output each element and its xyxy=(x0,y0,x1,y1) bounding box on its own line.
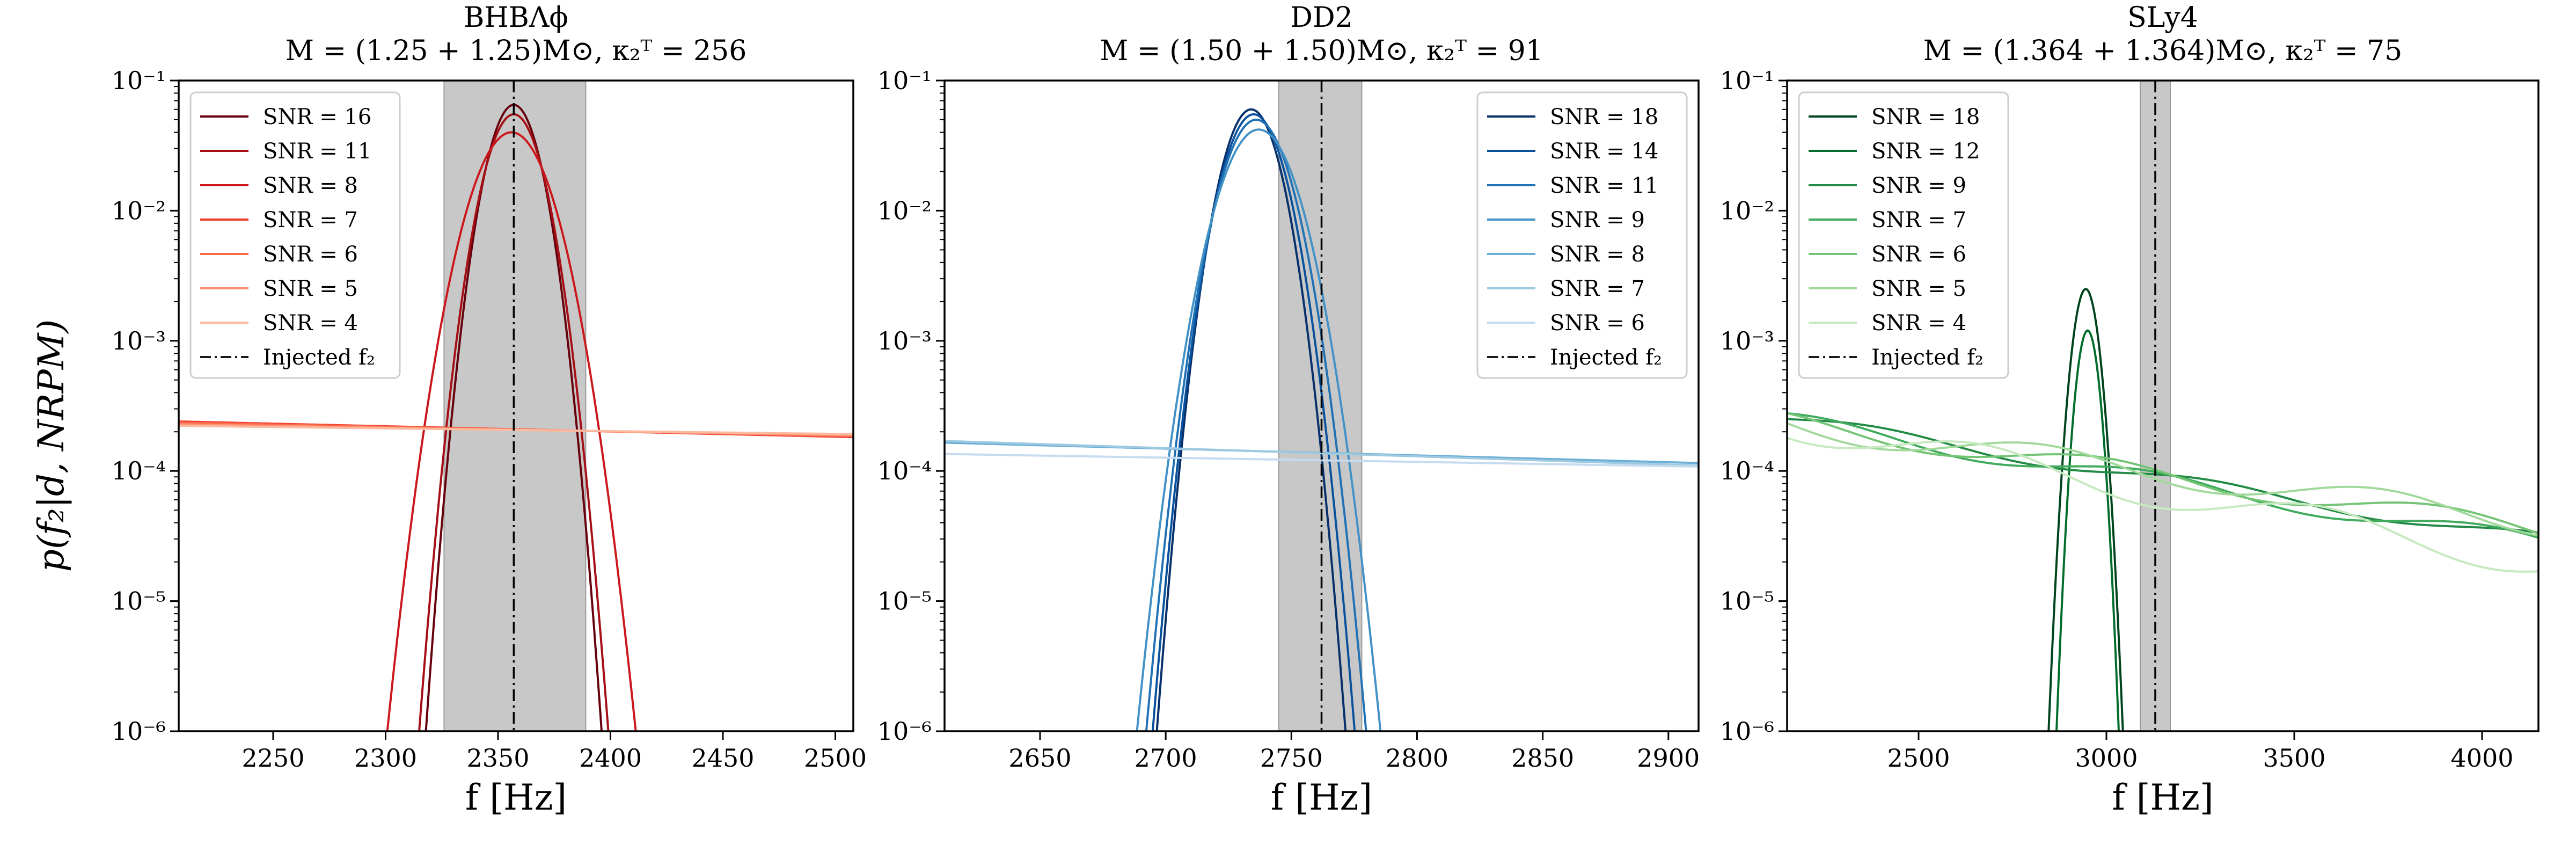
legend-label-injected: Injected f₂ xyxy=(1871,345,1984,370)
y-tick-label: 10⁻⁶ xyxy=(112,717,166,746)
legend-label: SNR = 5 xyxy=(263,276,358,301)
x-tick-label: 2750 xyxy=(1260,744,1323,773)
x-axis-label: f [Hz] xyxy=(2112,777,2213,818)
x-tick-label: 2300 xyxy=(354,744,417,773)
x-tick-label: 3000 xyxy=(2075,744,2138,773)
series-line-6 xyxy=(945,440,1699,467)
series-group xyxy=(179,104,853,731)
y-tick-label: 10⁻³ xyxy=(112,326,166,355)
legend-label: SNR = 6 xyxy=(263,242,358,267)
y-tick-label: 10⁻⁴ xyxy=(877,456,932,485)
y-tick-label: 10⁻¹ xyxy=(1720,66,1774,95)
series-line-7 xyxy=(179,425,853,435)
legend-label: SNR = 9 xyxy=(1550,208,1645,232)
legend-frame xyxy=(189,91,401,379)
legend: SNR = 16 SNR = 11 SNR = 8 SNR = 7 SNR = 6 SNR… xyxy=(189,91,401,379)
y-tick-label: 10⁻¹ xyxy=(877,66,932,95)
x-tick-label: 2250 xyxy=(241,744,304,773)
legend: SNR = 18 SNR = 12 SNR = 9 SNR = 7 SNR = 6 SNR… xyxy=(1798,91,2009,379)
legend-frame xyxy=(1798,91,2009,379)
y-tick-label: 10⁻⁵ xyxy=(1720,587,1774,616)
series-line-7 xyxy=(1787,436,2538,573)
series-line-3 xyxy=(1787,418,2538,534)
x-tick-label: 2800 xyxy=(1386,744,1448,773)
legend-label: SNR = 9 xyxy=(1871,173,1966,198)
legend-label: SNR = 5 xyxy=(1871,276,1966,301)
panel-subtitle: M = (1.25 + 1.25)M⊙, κ₂ᵀ = 256 xyxy=(286,35,747,67)
legend-label: SNR = 11 xyxy=(1550,173,1658,198)
x-tick-label: 2500 xyxy=(1887,744,1950,773)
legend-label: SNR = 12 xyxy=(1871,139,1980,164)
panels: 10⁻⁶ 10⁻⁵ 10⁻⁴ 10⁻³ 10⁻² 10⁻¹ 2250 2300 2350 2400… xyxy=(112,2,2540,818)
legend-label: SNR = 7 xyxy=(1550,276,1645,301)
panel-dd2: 10⁻⁶ 10⁻⁵ 10⁻⁴ 10⁻³ 10⁻² 10⁻¹ 2650 2700 2750 2800… xyxy=(877,2,1700,818)
axes-frame xyxy=(943,79,1700,732)
legend-label-injected: Injected f₂ xyxy=(1550,345,1662,370)
x-tick-label: 3500 xyxy=(2263,744,2325,773)
series-line-2 xyxy=(418,113,610,731)
y-tick-label: 10⁻⁴ xyxy=(1720,456,1774,485)
y-tick-label: 10⁻² xyxy=(877,196,932,225)
legend-label: SNR = 7 xyxy=(1871,208,1966,232)
y-tick-label: 10⁻⁵ xyxy=(112,587,166,616)
panel-title: BHBΛϕ xyxy=(464,2,568,34)
axes-frame xyxy=(178,79,854,732)
y-tick-label: 10⁻⁶ xyxy=(877,717,932,746)
legend-label: SNR = 6 xyxy=(1550,311,1645,336)
panel-title: DD2 xyxy=(1290,2,1352,34)
legend-label: SNR = 7 xyxy=(263,208,358,232)
y-axis-label: p(f₂|d, NRPM) xyxy=(31,319,72,572)
panel-bhblp: 10⁻⁶ 10⁻⁵ 10⁻⁴ 10⁻³ 10⁻² 10⁻¹ 2250 2300 2350 2400… xyxy=(112,2,867,818)
axes-frame xyxy=(1786,79,2540,732)
y-tick-label: 10⁻¹ xyxy=(112,66,166,95)
y-tick-label: 10⁻³ xyxy=(877,326,932,355)
legend-label: SNR = 14 xyxy=(1550,139,1658,164)
legend-label: SNR = 18 xyxy=(1871,105,1980,129)
panel-sly4: 10⁻⁶ 10⁻⁵ 10⁻⁴ 10⁻³ 10⁻² 10⁻¹ 2500 3000 3500 4000… xyxy=(1720,2,2540,818)
series-line-6 xyxy=(1787,422,2538,537)
panel-subtitle: M = (1.364 + 1.364)M⊙, κ₂ᵀ = 75 xyxy=(1923,35,2403,67)
x-axis-label: f [Hz] xyxy=(465,777,567,818)
legend-label: SNR = 6 xyxy=(1871,242,1966,267)
y-tick-label: 10⁻⁴ xyxy=(112,456,166,485)
x-tick-label: 2850 xyxy=(1511,744,1574,773)
uncertainty-band xyxy=(443,80,587,732)
legend-label: SNR = 4 xyxy=(1871,311,1966,336)
legend-label: SNR = 16 xyxy=(263,105,371,129)
series-line-3 xyxy=(386,131,637,731)
y-tick-label: 10⁻⁶ xyxy=(1720,717,1774,746)
series-line-2 xyxy=(1151,113,1356,731)
legend-label: SNR = 11 xyxy=(263,139,371,164)
x-tick-label: 2700 xyxy=(1135,744,1197,773)
x-tick-label: 4000 xyxy=(2450,744,2513,773)
y-tick-label: 10⁻² xyxy=(1720,196,1774,225)
series-line-1 xyxy=(425,104,603,731)
x-tick-label: 2350 xyxy=(466,744,529,773)
legend-frame xyxy=(1476,91,1688,379)
legend-label-injected: Injected f₂ xyxy=(263,345,375,370)
x-axis-label: f [Hz] xyxy=(1271,777,1372,818)
legend: SNR = 18 SNR = 14 SNR = 11 SNR = 9 SNR = 8 SN… xyxy=(1476,91,1688,379)
x-tick-label: 2450 xyxy=(691,744,754,773)
panel-subtitle: M = (1.50 + 1.50)M⊙, κ₂ᵀ = 91 xyxy=(1100,35,1543,67)
legend-label: SNR = 4 xyxy=(263,311,358,336)
legend-label: SNR = 18 xyxy=(1550,105,1658,129)
legend-label: SNR = 8 xyxy=(1550,242,1645,267)
y-tick-label: 10⁻⁵ xyxy=(877,587,932,616)
legend-label: SNR = 8 xyxy=(263,173,358,198)
y-tick-label: 10⁻² xyxy=(112,196,166,225)
x-tick-label: 2900 xyxy=(1637,744,1700,773)
panel-title: SLy4 xyxy=(2127,2,2198,34)
y-tick-label: 10⁻³ xyxy=(1720,326,1774,355)
series-group xyxy=(1787,288,2538,731)
x-tick-label: 2500 xyxy=(804,744,867,773)
x-tick-label: 2650 xyxy=(1008,744,1071,773)
series-line-1 xyxy=(1155,108,1347,731)
series-line-7 xyxy=(945,453,1699,468)
x-tick-label: 2400 xyxy=(579,744,642,773)
